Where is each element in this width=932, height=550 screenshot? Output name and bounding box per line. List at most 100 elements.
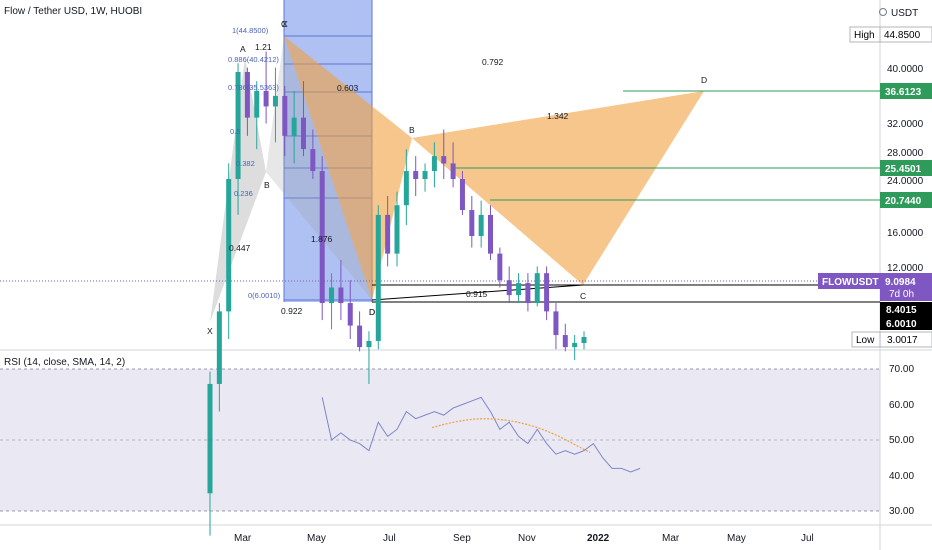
- candle: [413, 156, 419, 197]
- candle: [366, 331, 372, 384]
- point-c-1: C: [281, 19, 287, 29]
- price-tag-36-text: 36.6123: [885, 87, 922, 98]
- y-tick-12: 12.0000: [887, 263, 924, 274]
- candle: [226, 163, 232, 339]
- fib-label-500: 0.5: [230, 127, 240, 136]
- candle-body: [431, 156, 437, 172]
- point-c-2: C: [580, 291, 586, 301]
- ratio-0447: 0.447: [229, 243, 251, 253]
- candle: [403, 149, 409, 226]
- candle: [553, 303, 559, 350]
- y-tick-16: 16.0000: [887, 228, 924, 239]
- ticker-tag-box: [818, 273, 880, 289]
- price-tag-8-text: 8.4015: [886, 305, 917, 316]
- settings-icon[interactable]: [879, 8, 887, 16]
- price-label-6: 6.0010: [880, 316, 932, 330]
- candle: [244, 67, 250, 136]
- high-value-text: 44.8500: [884, 30, 921, 41]
- chart-title: Flow / Tether USD, 1W, HUOBI: [4, 6, 143, 17]
- candle-body: [553, 311, 559, 336]
- candle-body: [422, 171, 428, 180]
- price-axis[interactable]: USDT 40.0000 32.0000 28.0000 24.0000 16.…: [887, 8, 924, 517]
- candle: [385, 196, 391, 267]
- price-tag-25-text: 25.4501: [885, 164, 922, 175]
- y-tick-24: 24.0000: [887, 176, 924, 187]
- candle: [431, 142, 437, 188]
- candle-body: [413, 171, 419, 180]
- countdown-text: 7d 0h: [889, 289, 914, 300]
- candle-body: [488, 214, 493, 254]
- candle: [207, 371, 213, 536]
- price-tag-6-box: [880, 316, 932, 330]
- x-tick-mar-21: Mar: [234, 533, 252, 544]
- candle-body: [301, 117, 306, 150]
- candle: [516, 273, 522, 304]
- candle-body: [235, 72, 241, 180]
- rsi-tick-60: 60.00: [889, 400, 914, 411]
- candle: [357, 311, 363, 352]
- candle: [216, 303, 222, 412]
- candle: [235, 63, 241, 215]
- candle: [319, 156, 325, 321]
- price-label-36: 36.6123: [880, 83, 932, 99]
- candle: [478, 200, 484, 248]
- x-tick-sep-21: Sep: [453, 533, 471, 544]
- candle: [544, 266, 550, 321]
- rsi-tick-40: 40.00: [889, 471, 914, 482]
- y-tick-40: 40.0000: [887, 64, 924, 75]
- x-tick-may-22: May: [727, 533, 746, 544]
- point-a-1: A: [240, 44, 246, 54]
- low-value-box: [879, 331, 932, 348]
- low-tag-text: Low: [856, 335, 875, 346]
- x-tick-2022: 2022: [587, 533, 610, 544]
- fib-label-000: 0(6.0010): [248, 291, 281, 300]
- candle: [506, 266, 512, 304]
- candle: [469, 196, 475, 248]
- ratio-0603: 0.603: [337, 83, 359, 93]
- x-tick-mar-22: Mar: [662, 533, 680, 544]
- candle: [450, 142, 456, 188]
- candle-body: [338, 287, 344, 304]
- candle: [441, 129, 447, 180]
- fib-label-100: 1(44.8500): [232, 26, 269, 35]
- price-label-20: 20.7440: [880, 192, 932, 208]
- ratio-0915: 0.915: [466, 289, 488, 299]
- candle-body: [562, 335, 568, 348]
- ratio-1876: 1.876: [311, 234, 333, 244]
- candle-body: [216, 311, 222, 384]
- candle-body: [357, 325, 363, 348]
- ratio-1342: 1.342: [547, 111, 569, 121]
- candle-body: [516, 283, 522, 296]
- candle-body: [272, 95, 278, 107]
- fib-label-886: 0.886(40.4212): [228, 55, 279, 64]
- candle: [562, 323, 568, 352]
- rsi-title: RSI (14, close, SMA, 14, 2): [4, 357, 126, 368]
- candle-body: [394, 205, 400, 254]
- ticker-tag-text: FLOWUSDT: [822, 277, 879, 288]
- candle: [525, 273, 531, 312]
- candle: [581, 331, 587, 350]
- candle-body: [226, 179, 232, 312]
- ratio-121: 1.21: [255, 42, 272, 52]
- rsi-series: [321, 396, 641, 473]
- x-tick-jul-21: Jul: [383, 533, 396, 544]
- candle: [329, 273, 335, 330]
- candle-body: [478, 214, 484, 236]
- candle-body: [506, 280, 512, 296]
- point-d-2: D: [701, 75, 707, 85]
- rsi-tick-70: 70.00: [889, 364, 914, 375]
- candle: [338, 259, 344, 321]
- candle: [375, 205, 381, 350]
- candle-body: [366, 340, 372, 348]
- x-tick-jul-22: Jul: [801, 533, 814, 544]
- point-a-2: D: [369, 307, 375, 317]
- harmonic1-bcd: [266, 36, 372, 300]
- candle-body: [207, 383, 213, 494]
- candle-body: [469, 210, 475, 236]
- y-tick-32: 32.0000: [887, 119, 924, 130]
- candle-body: [572, 343, 578, 348]
- time-axis[interactable]: Mar May Jul Sep Nov 2022 Mar May Jul: [234, 533, 814, 544]
- harmonic2-bcd: [412, 91, 704, 285]
- fib-label-382: 0.382: [236, 159, 255, 168]
